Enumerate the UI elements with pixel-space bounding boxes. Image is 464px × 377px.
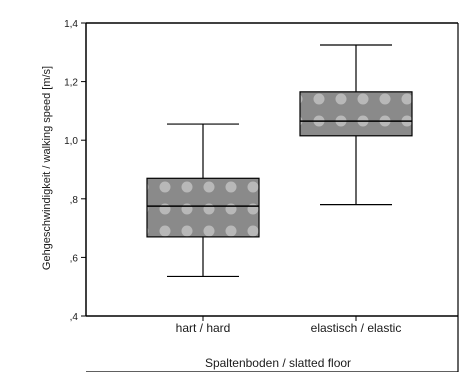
box-1 bbox=[299, 91, 413, 137]
y-tick-label-2: ,8 bbox=[70, 195, 79, 206]
y-tick-label-3: 1,0 bbox=[64, 136, 78, 147]
box-0 bbox=[146, 177, 260, 238]
y-axis-title: Gehgeschwindigkeit / walking speed [m/s] bbox=[41, 66, 53, 270]
x-axis-title: Spaltenboden / slatted floor bbox=[205, 356, 351, 370]
category-label-1: elastisch / elastic bbox=[311, 321, 402, 335]
category-label-0: hart / hard bbox=[176, 321, 231, 335]
y-tick-label-0: ,4 bbox=[70, 312, 79, 323]
y-tick-label-5: 1,4 bbox=[64, 19, 78, 30]
y-tick-label-4: 1,2 bbox=[64, 78, 78, 89]
y-tick-label-1: ,6 bbox=[70, 253, 79, 264]
